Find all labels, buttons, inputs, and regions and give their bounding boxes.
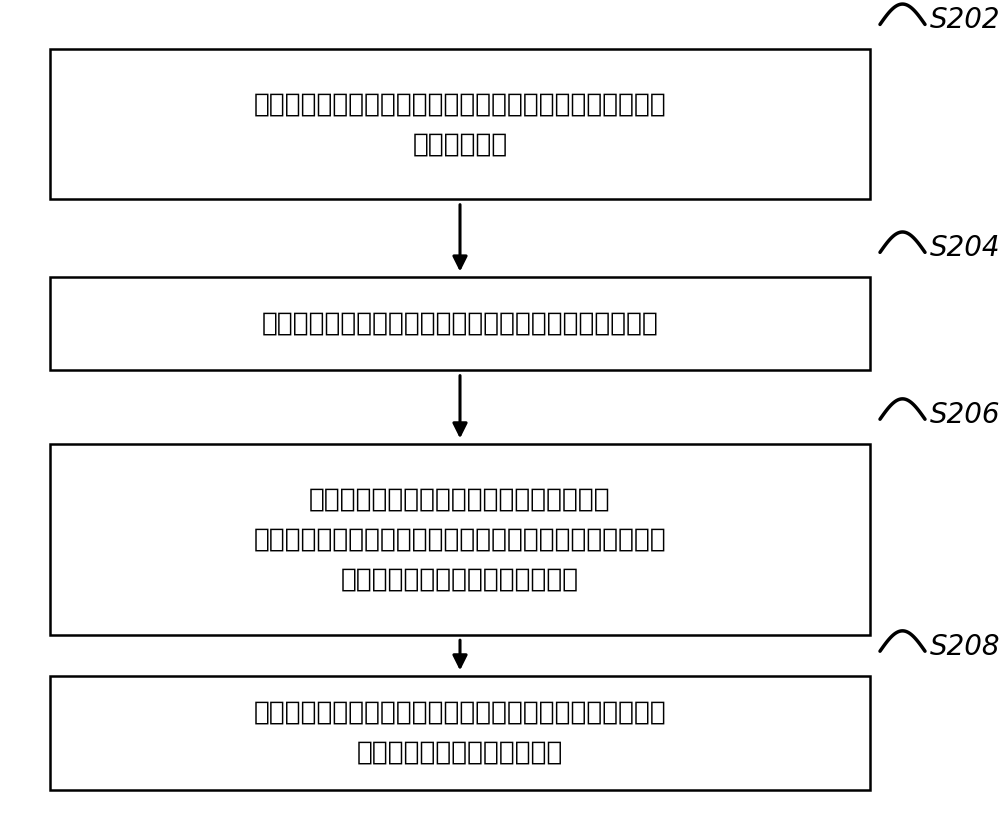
Text: S206: S206 xyxy=(930,401,1000,429)
Text: S202: S202 xyxy=(930,7,1000,34)
Text: 当一个或连续多个预设时间长度判定不满足水量进出平衡条
件时，触发污水偷排预警信息: 当一个或连续多个预设时间长度判定不满足水量进出平衡条 件时，触发污水偷排预警信息 xyxy=(254,699,666,766)
Text: S204: S204 xyxy=(930,234,1000,262)
Bar xyxy=(50,444,870,635)
Text: 根据每个预设时间长度内的进水量和排污水
量、以及耗水量和溢漏量，分别判断监测对象在每个预设时
间长度是否满足水量进出平衡条件: 根据每个预设时间长度内的进水量和排污水 量、以及耗水量和溢漏量，分别判断监测对象… xyxy=(254,486,666,593)
Text: 获取监测对象在预设时间长度内的预设的耗水量和溢漏量: 获取监测对象在预设时间长度内的预设的耗水量和溢漏量 xyxy=(262,311,658,336)
Bar xyxy=(50,49,870,199)
Text: S208: S208 xyxy=(930,633,1000,661)
Text: 获取多个预设时间长度内监测对象在进水口的进水量和排污
口的排污水量: 获取多个预设时间长度内监测对象在进水口的进水量和排污 口的排污水量 xyxy=(254,91,666,157)
Bar xyxy=(50,277,870,370)
Bar xyxy=(50,676,870,790)
